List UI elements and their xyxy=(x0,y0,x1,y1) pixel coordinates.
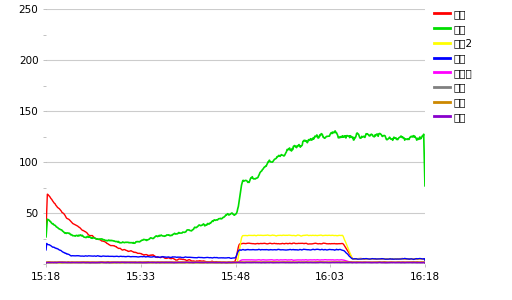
余市 xyxy=(330,242,336,245)
盛岡 xyxy=(422,261,428,264)
盛岡 xyxy=(140,260,146,264)
余市 xyxy=(268,242,274,245)
南木罩 xyxy=(266,258,272,262)
今市 xyxy=(43,235,49,238)
Line: 大村: 大村 xyxy=(46,262,425,263)
大村 xyxy=(267,261,273,265)
盛岡 xyxy=(296,260,302,264)
Legend: 余市, 今市, 水上2, 厚岸, 南木罩, 大村, 盛岡, 田代: 余市, 今市, 水上2, 厚岸, 南木罩, 大村, 盛岡, 田代 xyxy=(434,9,473,122)
今市 xyxy=(329,132,335,135)
南木罩 xyxy=(422,261,428,265)
余市 xyxy=(297,242,304,245)
盛岡 xyxy=(215,260,221,264)
田代 xyxy=(140,261,146,264)
南木罩 xyxy=(110,261,116,264)
水上2 xyxy=(297,234,304,238)
厚岸 xyxy=(329,248,335,251)
盛岡 xyxy=(418,260,424,264)
今市 xyxy=(141,238,147,241)
田代 xyxy=(329,261,335,264)
余市 xyxy=(141,253,147,257)
厚岸 xyxy=(44,242,50,245)
水上2 xyxy=(295,233,301,237)
Line: 今市: 今市 xyxy=(46,131,425,243)
田代 xyxy=(183,260,189,264)
余市 xyxy=(44,192,50,196)
Line: 厚岸: 厚岸 xyxy=(46,243,425,260)
盛岡 xyxy=(328,260,334,264)
厚岸 xyxy=(296,248,303,251)
田代 xyxy=(267,261,273,264)
盛岡 xyxy=(266,260,272,264)
今市 xyxy=(215,218,221,221)
田代 xyxy=(422,261,428,265)
南木罩 xyxy=(215,261,221,264)
大村 xyxy=(329,261,335,265)
余市 xyxy=(223,261,229,265)
盛岡 xyxy=(43,261,49,264)
大村 xyxy=(231,261,238,264)
厚岸 xyxy=(111,255,117,258)
厚岸 xyxy=(267,248,273,252)
今市 xyxy=(132,242,138,245)
大村 xyxy=(422,261,428,265)
大村 xyxy=(140,261,146,265)
厚岸 xyxy=(141,255,147,258)
水上2 xyxy=(43,262,49,265)
南木罩 xyxy=(296,258,303,262)
余市 xyxy=(422,258,428,262)
水上2 xyxy=(422,259,428,262)
厚岸 xyxy=(215,256,221,260)
厚岸 xyxy=(43,248,49,252)
今市 xyxy=(296,144,303,148)
盛岡 xyxy=(110,260,116,264)
南木罩 xyxy=(268,258,274,262)
今市 xyxy=(422,184,428,188)
水上2 xyxy=(111,261,117,265)
南木罩 xyxy=(329,258,335,262)
田代 xyxy=(43,261,49,265)
大村 xyxy=(43,261,49,265)
南木罩 xyxy=(140,261,146,264)
余市 xyxy=(111,244,117,248)
水上2 xyxy=(141,261,147,265)
田代 xyxy=(110,261,116,264)
Line: 余市: 余市 xyxy=(46,194,425,263)
大村 xyxy=(110,261,116,265)
今市 xyxy=(110,239,116,243)
田代 xyxy=(296,261,303,264)
余市 xyxy=(43,227,49,230)
今市 xyxy=(267,160,273,163)
Line: 水上2: 水上2 xyxy=(46,235,425,263)
厚岸 xyxy=(422,259,428,262)
南木罩 xyxy=(43,261,49,265)
大村 xyxy=(296,261,303,265)
今市 xyxy=(332,129,338,133)
水上2 xyxy=(267,234,273,237)
Line: 田代: 田代 xyxy=(46,262,425,263)
水上2 xyxy=(215,261,221,265)
余市 xyxy=(215,261,221,264)
水上2 xyxy=(330,233,336,237)
水上2 xyxy=(110,262,116,265)
Line: 南木罩: 南木罩 xyxy=(46,260,425,263)
田代 xyxy=(215,261,221,264)
大村 xyxy=(215,261,221,265)
